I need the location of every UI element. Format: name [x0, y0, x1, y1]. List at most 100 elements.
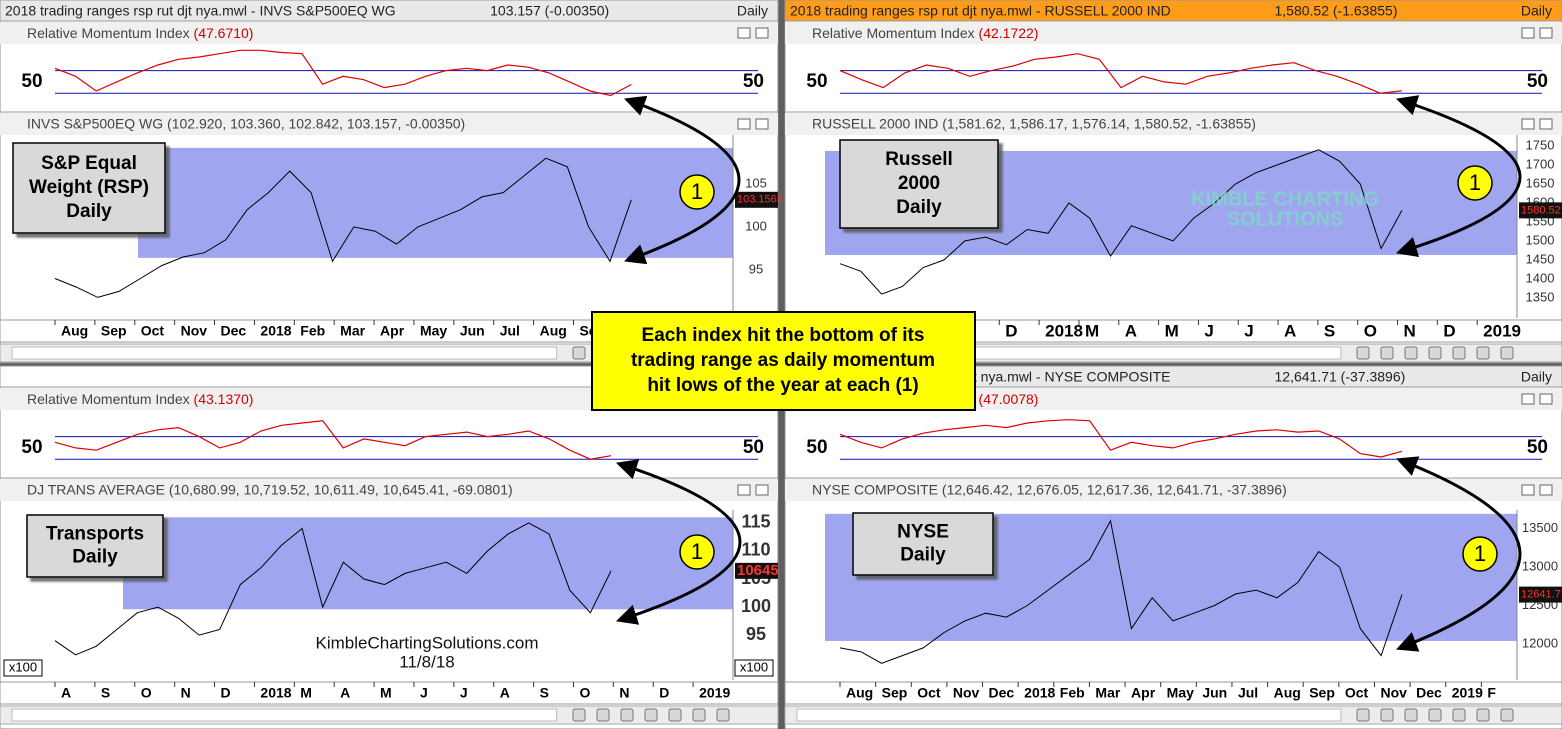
toolbar-icon[interactable] [1452, 708, 1466, 722]
window-button[interactable] [737, 484, 751, 496]
last-price-label: 1580.521 [1521, 204, 1562, 216]
y-tick-label: 12000 [1522, 635, 1558, 650]
toolbar-icon[interactable] [1356, 708, 1370, 722]
window-button[interactable] [755, 484, 769, 496]
x-tick-label: 2018 [260, 685, 291, 701]
toolbar-icon[interactable] [1500, 708, 1514, 722]
x-tick-label: M [300, 685, 312, 701]
scroll-track[interactable] [11, 708, 558, 722]
window-button[interactable] [1539, 27, 1553, 39]
x-tick-label: Dec [989, 685, 1015, 701]
toolbar-icon[interactable] [1356, 346, 1370, 360]
rmi-reading: (42.1722) [979, 25, 1039, 41]
toolbar-icon[interactable] [1428, 708, 1442, 722]
price-header: DJ TRANS AVERAGE (10,680.99, 10,719.52, … [27, 482, 513, 498]
scroll-track[interactable] [796, 708, 1342, 722]
window-button[interactable] [1539, 118, 1553, 130]
toolbar-icon[interactable] [1452, 346, 1466, 360]
x-tick-label: M [1165, 321, 1179, 340]
x-tick-label: Aug [846, 685, 873, 701]
price-header: RUSSELL 2000 IND (1,581.62, 1,586.17, 1,… [812, 116, 1256, 132]
x-tick-label: J [420, 685, 428, 701]
x-tick-label: 2018 [260, 323, 291, 339]
toolbar-icon[interactable] [1380, 708, 1394, 722]
x-tick-label: S [540, 685, 549, 701]
toolbar-icon[interactable] [716, 708, 730, 722]
rmi-tick-label: 50 [743, 437, 764, 458]
annotation-text: Weight (RSP) [29, 177, 149, 198]
window-button[interactable] [1521, 27, 1535, 39]
toolbar-icon[interactable] [620, 708, 634, 722]
toolbar-icon[interactable] [644, 708, 658, 722]
y-tick-label: 13500 [1522, 520, 1558, 535]
x-tick-label: Mar [1095, 685, 1120, 701]
window-button[interactable] [755, 118, 769, 130]
marker-label: 1 [1469, 170, 1481, 195]
logo-text: KIMBLE CHARTING [1191, 188, 1379, 210]
toolbar-icon[interactable] [1476, 708, 1490, 722]
title-bar [0, 0, 779, 22]
annotation-text: Daily [900, 545, 946, 566]
y-tick-label: 115 [741, 512, 770, 532]
price-line [839, 149, 1403, 295]
x-tick-label: Nov [953, 685, 980, 701]
window-button[interactable] [737, 118, 751, 130]
pane-header [0, 388, 778, 410]
x-tick-label: Dec [1416, 685, 1442, 701]
marker-circle [1457, 165, 1493, 201]
x-tick-label: J [1204, 321, 1213, 340]
y-tick-label: 1750 [1526, 137, 1555, 152]
window-button[interactable] [737, 27, 751, 39]
pane-header [785, 22, 1562, 44]
toolbar-icon[interactable] [1500, 346, 1514, 360]
quote: 1,580.52 (-1.63855) [1275, 3, 1398, 19]
rmi-reading: (47.0078) [979, 391, 1039, 407]
x-tick-label: 2018 [1024, 685, 1055, 701]
interval: Daily [1521, 369, 1552, 385]
scroll-track[interactable] [11, 346, 558, 360]
x-tick-label: A [61, 685, 71, 701]
x-tick-label: J [460, 685, 468, 701]
toolbar-icon[interactable] [1428, 346, 1442, 360]
window-button[interactable] [1521, 118, 1535, 130]
window-button[interactable] [1539, 484, 1553, 496]
chart-window: 2018 trading ranges rsp rut djt nya.mwl … [0, 0, 783, 364]
callout-text: hit lows of the year at each (1) [647, 375, 918, 396]
toolbar-icon[interactable] [1380, 346, 1394, 360]
trading-range [123, 517, 733, 610]
x-tick-label: Feb [300, 323, 325, 339]
rmi-reading: (43.1370) [194, 391, 254, 407]
toolbar-icon[interactable] [1476, 346, 1490, 360]
x-tick-label: Jun [1202, 685, 1227, 701]
x-tick-label: Aug [1274, 685, 1301, 701]
x-tick-label: N [1404, 321, 1416, 340]
x-tick-label: Oct [1345, 685, 1369, 701]
toolbar-icon[interactable] [596, 708, 610, 722]
x-tick-label: Apr [380, 323, 405, 339]
window-title: 2018 trading ranges rsp rut djt nya.mwl … [790, 3, 1171, 19]
watermark-text: 11/8/18 [399, 652, 454, 671]
toolbar-icon[interactable] [1404, 346, 1418, 360]
toolbar-icon[interactable] [572, 708, 586, 722]
window-button[interactable] [755, 27, 769, 39]
x-tick-label: D [221, 685, 231, 701]
rmi-label: Relative Momentum Index [27, 25, 190, 41]
toolbar-icon[interactable] [1404, 708, 1418, 722]
toolbar-icon[interactable] [692, 708, 706, 722]
x-tick-label: 2018 [1045, 321, 1083, 340]
last-price-label: 12641.71 [1521, 589, 1562, 601]
toolbar-icon[interactable] [668, 708, 682, 722]
toolbar-icon[interactable] [572, 346, 586, 360]
y-tick-label: 1500 [1526, 232, 1555, 247]
x-tick-label: N [181, 685, 191, 701]
x-tick-label: Nov [181, 323, 208, 339]
window-button[interactable] [1539, 393, 1553, 405]
y-tick-label: 110 [741, 540, 770, 560]
quote: 103.157 (-0.00350) [490, 3, 609, 19]
chart-window: 2018 trading ranges rsp rut djt nya.mwl … [784, 0, 1562, 364]
x-tick-label: M [1085, 321, 1099, 340]
window-button[interactable] [1521, 484, 1535, 496]
y-tick-label: 105 [745, 175, 767, 190]
annotation-arrow [1396, 456, 1522, 652]
window-button[interactable] [1521, 393, 1535, 405]
